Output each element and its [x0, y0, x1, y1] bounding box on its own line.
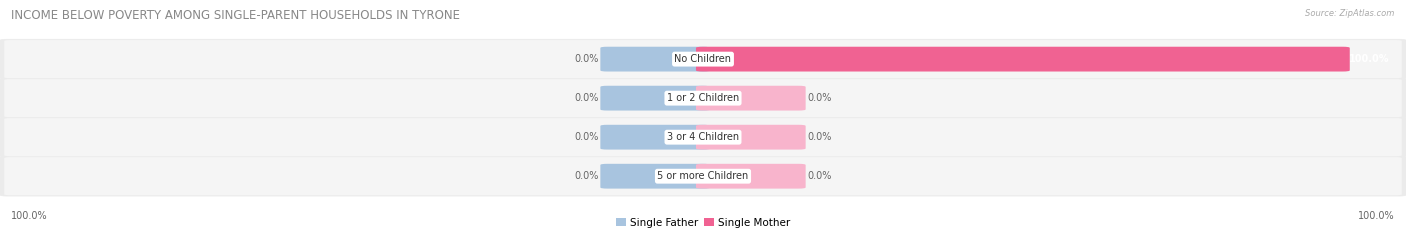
FancyBboxPatch shape	[600, 47, 710, 72]
Text: 5 or more Children: 5 or more Children	[658, 171, 748, 181]
Text: 100.0%: 100.0%	[11, 211, 48, 220]
FancyBboxPatch shape	[0, 156, 1406, 196]
FancyBboxPatch shape	[4, 79, 1402, 117]
Text: Source: ZipAtlas.com: Source: ZipAtlas.com	[1305, 9, 1395, 18]
Text: 100.0%: 100.0%	[1358, 211, 1395, 220]
Text: 0.0%: 0.0%	[807, 93, 831, 103]
Text: 0.0%: 0.0%	[807, 171, 831, 181]
Text: 3 or 4 Children: 3 or 4 Children	[666, 132, 740, 142]
Text: 0.0%: 0.0%	[575, 171, 599, 181]
Text: 0.0%: 0.0%	[575, 54, 599, 64]
FancyBboxPatch shape	[4, 40, 1402, 78]
FancyBboxPatch shape	[0, 117, 1406, 157]
Text: No Children: No Children	[675, 54, 731, 64]
FancyBboxPatch shape	[4, 118, 1402, 156]
Text: INCOME BELOW POVERTY AMONG SINGLE-PARENT HOUSEHOLDS IN TYRONE: INCOME BELOW POVERTY AMONG SINGLE-PARENT…	[11, 9, 460, 22]
Text: 0.0%: 0.0%	[575, 93, 599, 103]
FancyBboxPatch shape	[600, 164, 710, 188]
FancyBboxPatch shape	[696, 47, 1350, 72]
FancyBboxPatch shape	[4, 157, 1402, 195]
FancyBboxPatch shape	[600, 86, 710, 110]
FancyBboxPatch shape	[0, 78, 1406, 118]
Text: 0.0%: 0.0%	[575, 132, 599, 142]
FancyBboxPatch shape	[696, 164, 806, 188]
FancyBboxPatch shape	[0, 39, 1406, 79]
Legend: Single Father, Single Mother: Single Father, Single Mother	[616, 218, 790, 228]
Text: 0.0%: 0.0%	[807, 132, 831, 142]
Text: 100.0%: 100.0%	[1348, 54, 1389, 64]
FancyBboxPatch shape	[696, 125, 806, 150]
FancyBboxPatch shape	[696, 86, 806, 110]
Text: 1 or 2 Children: 1 or 2 Children	[666, 93, 740, 103]
FancyBboxPatch shape	[600, 125, 710, 150]
